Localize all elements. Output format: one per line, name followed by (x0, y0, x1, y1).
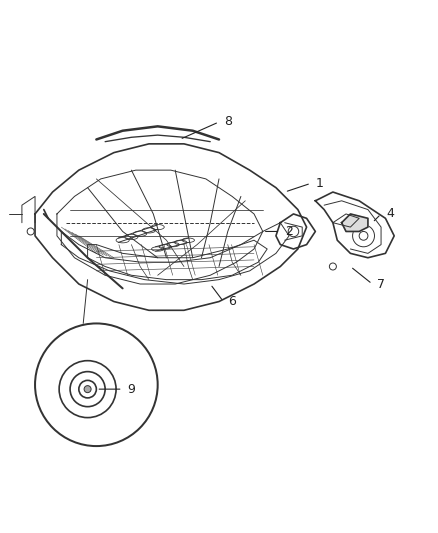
Polygon shape (342, 214, 368, 231)
Text: 4: 4 (386, 207, 394, 221)
Circle shape (59, 361, 116, 418)
Text: 2: 2 (285, 225, 293, 238)
Text: 7: 7 (377, 278, 385, 290)
Circle shape (35, 324, 158, 446)
Text: 6: 6 (228, 295, 236, 308)
Circle shape (70, 372, 105, 407)
Text: 9: 9 (127, 383, 135, 395)
Text: 8: 8 (224, 116, 232, 128)
Circle shape (84, 386, 91, 393)
Text: 1: 1 (316, 177, 324, 190)
Circle shape (79, 381, 96, 398)
